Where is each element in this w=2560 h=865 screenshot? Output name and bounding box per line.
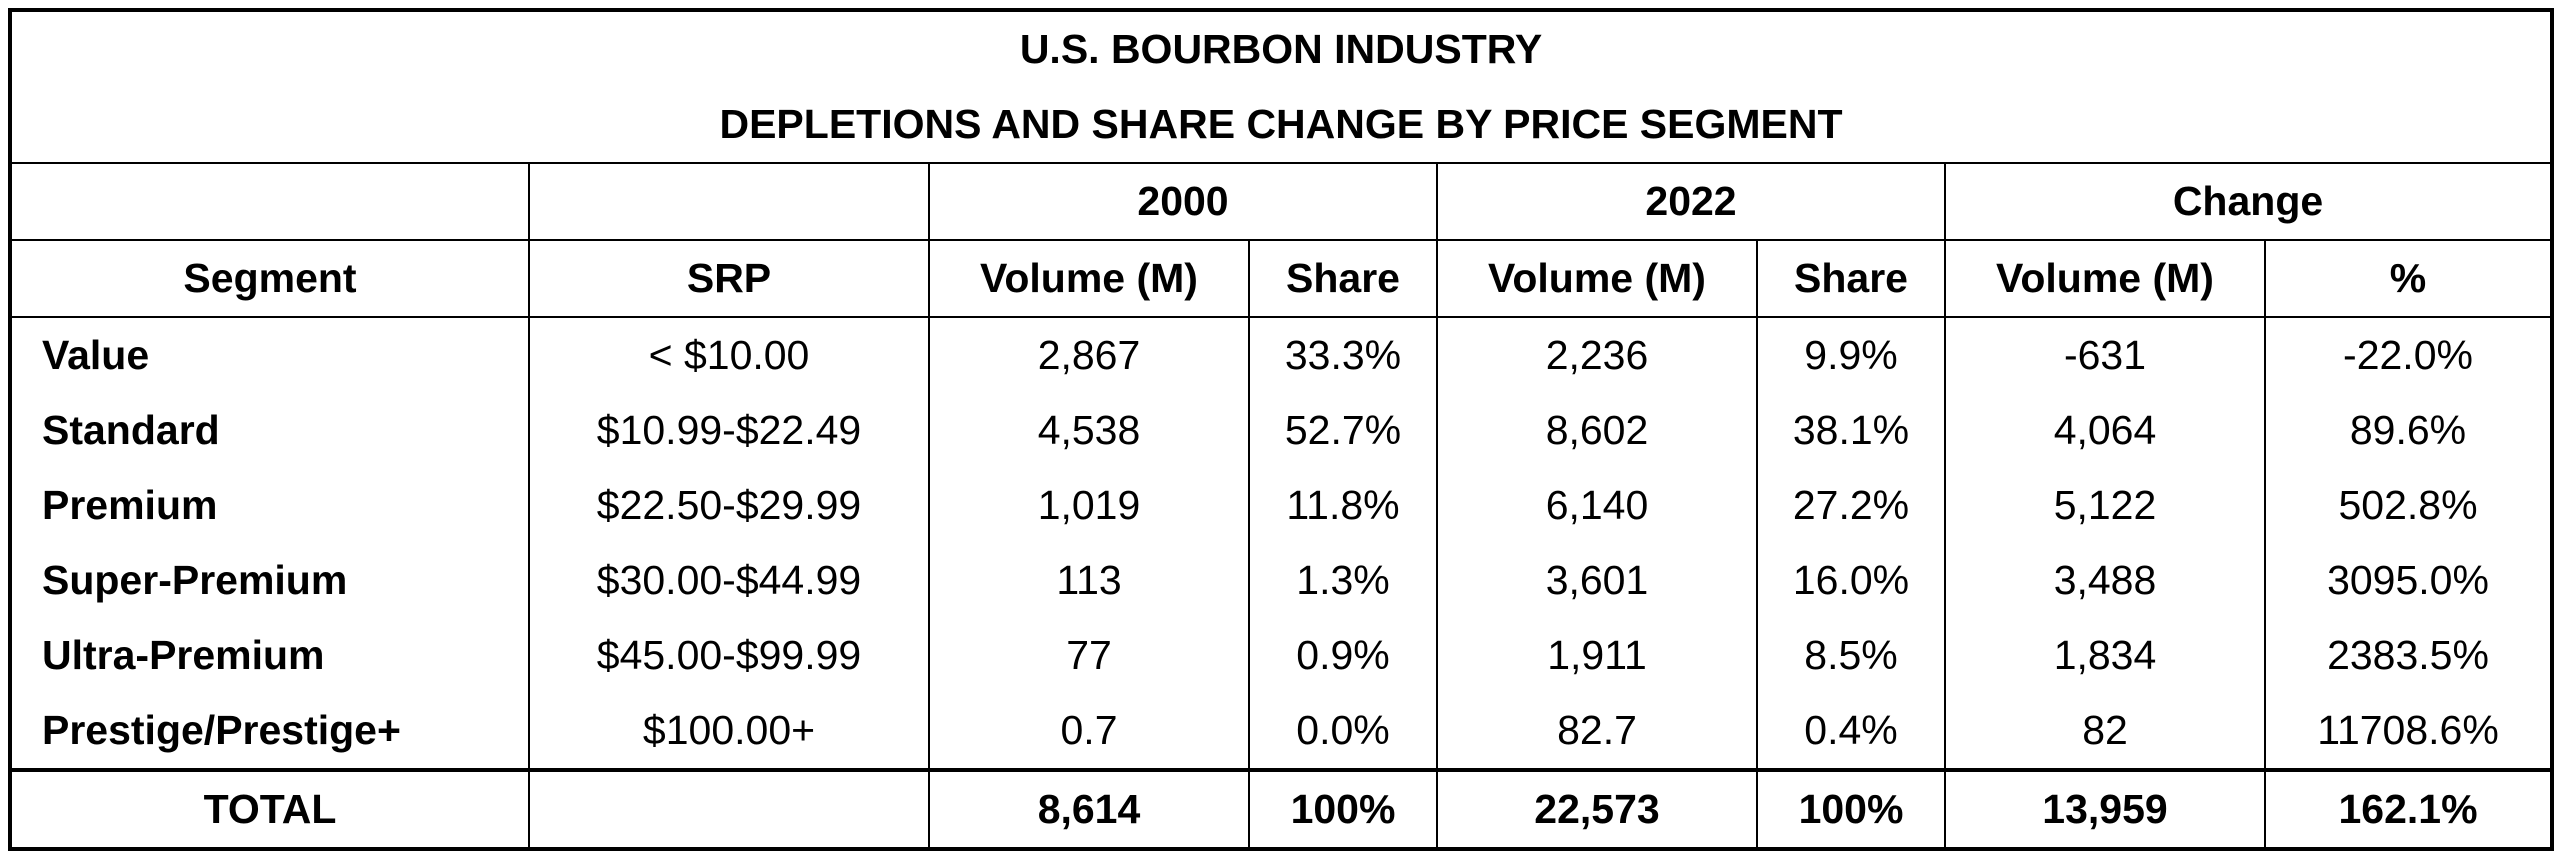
total-share-2000: 100% [1249,768,1438,851]
pct-change-cell: 2383.5% [2265,618,2555,693]
volume-2022-cell: 2,236 [1437,317,1758,393]
col-header-volume-2000: Volume (M) [929,240,1250,318]
volume-2000-cell: 4,538 [929,393,1250,468]
total-volume-change: 13,959 [1945,768,2266,851]
volume-change-cell: 82 [1945,693,2266,770]
title-row-1: U.S. BOURBON INDUSTRY [7,8,2555,87]
volume-2022-cell: 6,140 [1437,468,1758,543]
total-volume-2000: 8,614 [929,768,1250,851]
total-volume-2022: 22,573 [1437,768,1758,851]
srp-cell: $10.99-$22.49 [529,393,930,468]
segment-cell: Super-Premium [8,543,530,618]
table-row: Standard $10.99-$22.49 4,538 52.7% 8,602… [8,393,2555,468]
col-header-volume-2022: Volume (M) [1437,240,1758,318]
srp-cell: < $10.00 [529,317,930,393]
volume-2000-cell: 0.7 [929,693,1250,770]
total-pct-change: 162.1% [2265,768,2555,851]
group-header-2022: 2022 [1437,163,1946,241]
total-srp-cell [529,768,930,851]
share-2000-cell: 0.0% [1249,693,1438,770]
share-2022-cell: 27.2% [1757,468,1946,543]
total-row: TOTAL 8,614 100% 22,573 100% 13,959 162.… [8,768,2555,851]
volume-2000-cell: 113 [929,543,1250,618]
segment-cell: Prestige/Prestige+ [8,693,530,770]
total-share-2022: 100% [1757,768,1946,851]
volume-2022-cell: 3,601 [1437,543,1758,618]
share-2022-cell: 38.1% [1757,393,1946,468]
srp-cell: $100.00+ [529,693,930,770]
table-row: Prestige/Prestige+ $100.00+ 0.7 0.0% 82.… [8,693,2555,770]
table-title: U.S. BOURBON INDUSTRY [7,8,2555,87]
pct-change-cell: -22.0% [2265,317,2555,393]
col-header-pct-change: % [2265,240,2555,318]
title-row-2: DEPLETIONS AND SHARE CHANGE BY PRICE SEG… [7,87,2555,164]
column-header-row: Segment SRP Volume (M) Share Volume (M) … [8,240,2555,318]
volume-2000-cell: 2,867 [929,317,1250,393]
pct-change-cell: 502.8% [2265,468,2555,543]
group-header-row: 2000 2022 Change [8,163,2555,241]
srp-cell: $22.50-$29.99 [529,468,930,543]
share-2022-cell: 0.4% [1757,693,1946,770]
group-header-blank-srp [529,163,930,241]
share-2000-cell: 0.9% [1249,618,1438,693]
volume-change-cell: -631 [1945,317,2266,393]
volume-2022-cell: 8,602 [1437,393,1758,468]
col-header-share-2000: Share [1249,240,1438,318]
volume-2022-cell: 82.7 [1437,693,1758,770]
share-2000-cell: 52.7% [1249,393,1438,468]
volume-2000-cell: 77 [929,618,1250,693]
share-2000-cell: 11.8% [1249,468,1438,543]
srp-cell: $30.00-$44.99 [529,543,930,618]
segment-cell: Ultra-Premium [8,618,530,693]
col-header-share-2022: Share [1757,240,1946,318]
group-header-2000: 2000 [929,163,1438,241]
share-2022-cell: 16.0% [1757,543,1946,618]
segment-cell: Premium [8,468,530,543]
share-2022-cell: 8.5% [1757,618,1946,693]
table-row: Premium $22.50-$29.99 1,019 11.8% 6,140 … [8,468,2555,543]
group-header-change: Change [1945,163,2555,241]
volume-change-cell: 3,488 [1945,543,2266,618]
group-header-blank-segment [8,163,530,241]
volume-change-cell: 1,834 [1945,618,2266,693]
share-2000-cell: 1.3% [1249,543,1438,618]
segment-cell: Value [8,317,530,393]
segment-cell: Standard [8,393,530,468]
col-header-srp: SRP [529,240,930,318]
table-row: Super-Premium $30.00-$44.99 113 1.3% 3,6… [8,543,2555,618]
pct-change-cell: 3095.0% [2265,543,2555,618]
bourbon-depletions-table: U.S. BOURBON INDUSTRY DEPLETIONS AND SHA… [7,8,2555,851]
volume-2000-cell: 1,019 [929,468,1250,543]
volume-change-cell: 5,122 [1945,468,2266,543]
share-2000-cell: 33.3% [1249,317,1438,393]
volume-2022-cell: 1,911 [1437,618,1758,693]
share-2022-cell: 9.9% [1757,317,1946,393]
col-header-volume-change: Volume (M) [1945,240,2266,318]
srp-cell: $45.00-$99.99 [529,618,930,693]
pct-change-cell: 11708.6% [2265,693,2555,770]
table-row: Value < $10.00 2,867 33.3% 2,236 9.9% -6… [8,317,2555,393]
total-label: TOTAL [8,768,530,851]
col-header-segment: Segment [8,240,530,318]
table-row: Ultra-Premium $45.00-$99.99 77 0.9% 1,91… [8,618,2555,693]
volume-change-cell: 4,064 [1945,393,2266,468]
table-subtitle: DEPLETIONS AND SHARE CHANGE BY PRICE SEG… [7,87,2555,164]
pct-change-cell: 89.6% [2265,393,2555,468]
